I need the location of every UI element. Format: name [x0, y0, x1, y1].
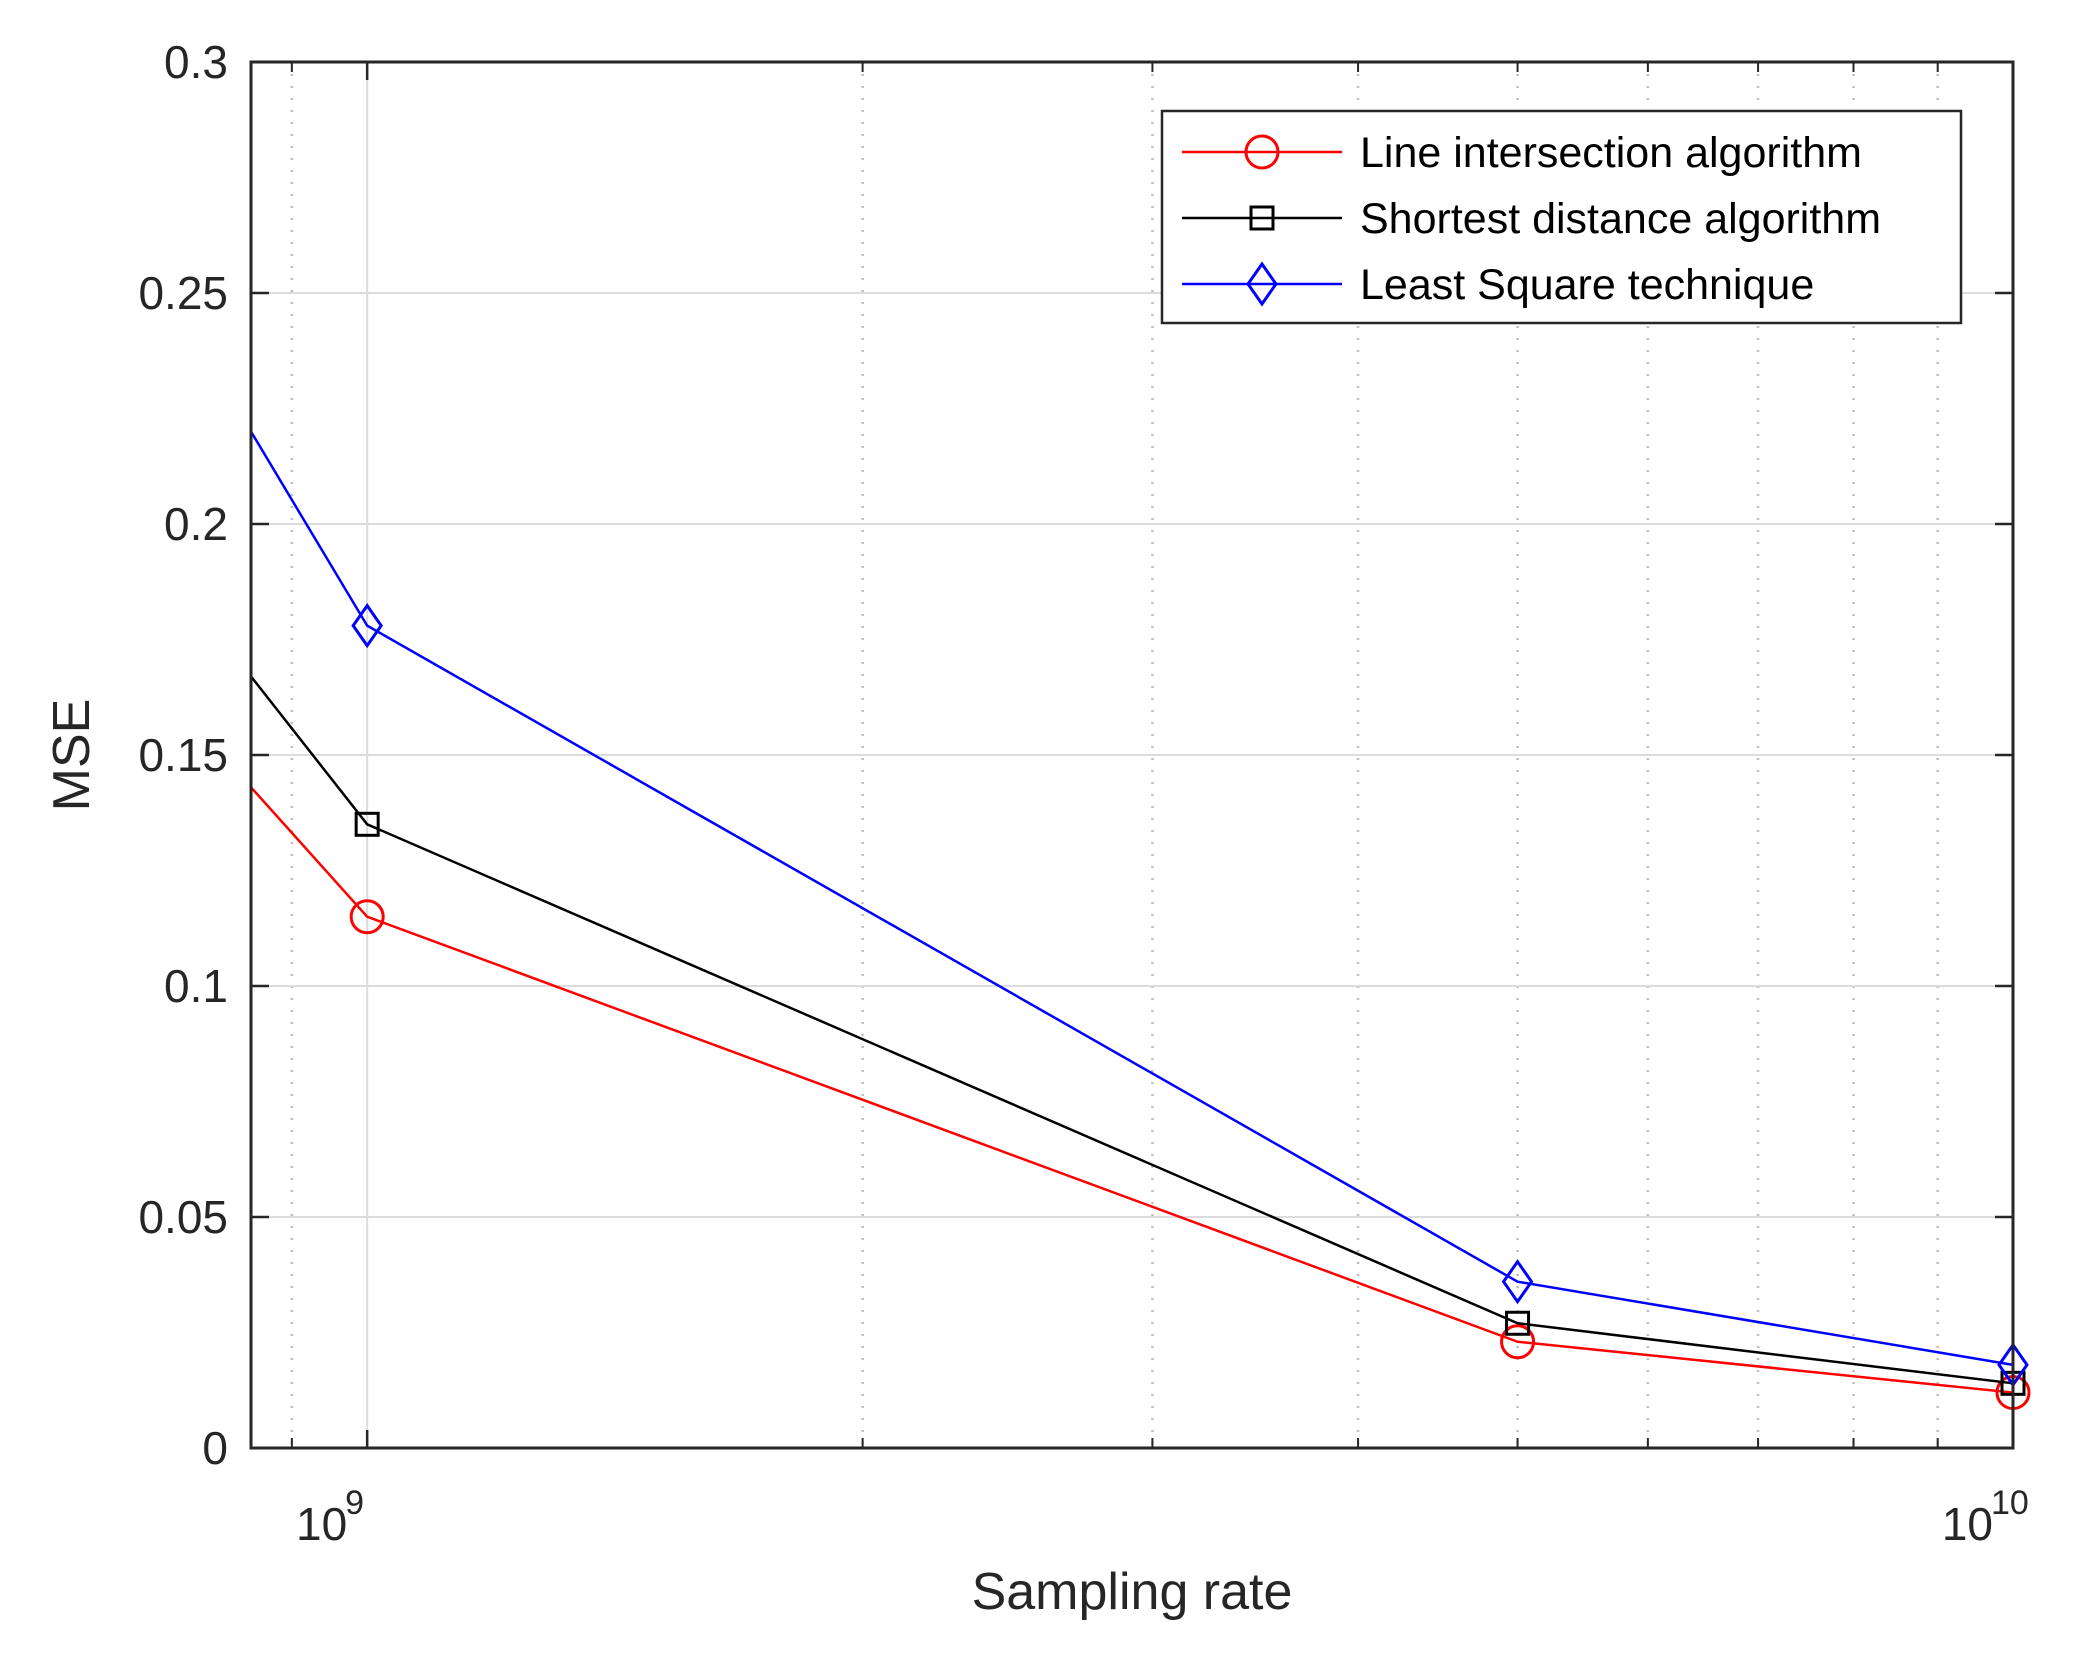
x-tick-exponent: 9 [345, 1484, 364, 1522]
x-tick-base: 10 [296, 1498, 347, 1550]
data-point-circle [349, 899, 385, 935]
legend: Line intersection algorithm Shortest dist… [1160, 109, 1963, 325]
legend-label: Shortest distance algorithm [1360, 195, 1881, 243]
legend-entry: Line intersection algorithm [1182, 129, 1862, 177]
data-point-square [354, 811, 380, 837]
y-tick-label: 0.1 [164, 960, 228, 1012]
legend-marker-circle [1244, 134, 1280, 170]
x-tick-label: 109 [296, 1484, 364, 1550]
x-axis-label: Sampling rate [972, 1563, 1293, 1621]
y-tick-label: 0 [202, 1422, 228, 1474]
legend-label: Least Square technique [1360, 261, 1814, 309]
legend-entry: Least Square technique [1182, 261, 1814, 309]
series-line [250, 675, 2014, 1385]
legend-label: Line intersection algorithm [1360, 129, 1862, 177]
legend-entry: Shortest distance algorithm [1182, 195, 1881, 243]
data-point-circle [1500, 1324, 1536, 1360]
x-tick-exponent: 10 [1991, 1484, 2029, 1522]
y-tick-label: 0.3 [164, 36, 228, 88]
data-point-diamond [351, 603, 383, 649]
series-line [250, 786, 2014, 1394]
y-tick-label: 0.05 [138, 1191, 228, 1243]
legend-marker-square [1249, 205, 1275, 231]
y-tick-label: 0.2 [164, 498, 228, 550]
data-point-diamond [1501, 1259, 1534, 1305]
series-line [249, 430, 2014, 1367]
y-tick-label: 0.25 [138, 267, 228, 319]
data-point-square [1505, 1310, 1531, 1336]
y-tick-label: 0.15 [138, 729, 228, 781]
legend-marker-diamond [1246, 261, 1278, 307]
y-axis-label: MSE [43, 699, 101, 812]
x-tick-base: 10 [1942, 1498, 1993, 1550]
